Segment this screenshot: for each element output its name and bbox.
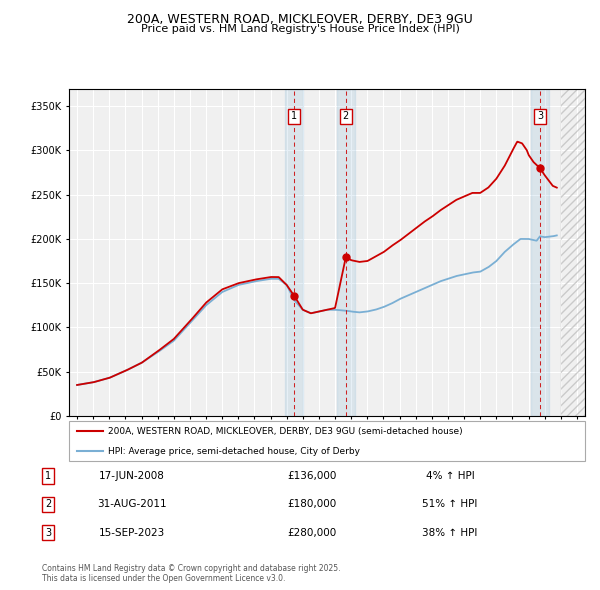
Text: 2: 2	[45, 500, 51, 509]
Bar	[285, 88, 303, 416]
Text: 15-SEP-2023: 15-SEP-2023	[99, 528, 165, 537]
Text: 31-AUG-2011: 31-AUG-2011	[97, 500, 167, 509]
Bar	[531, 88, 549, 416]
Text: 1: 1	[45, 471, 51, 481]
Text: 4% ↑ HPI: 4% ↑ HPI	[425, 471, 475, 481]
Text: 38% ↑ HPI: 38% ↑ HPI	[422, 528, 478, 537]
FancyBboxPatch shape	[69, 421, 585, 461]
Text: £180,000: £180,000	[287, 500, 337, 509]
Text: 200A, WESTERN ROAD, MICKLEOVER, DERBY, DE3 9GU: 200A, WESTERN ROAD, MICKLEOVER, DERBY, D…	[127, 13, 473, 26]
Text: 200A, WESTERN ROAD, MICKLEOVER, DERBY, DE3 9GU (semi-detached house): 200A, WESTERN ROAD, MICKLEOVER, DERBY, D…	[108, 427, 463, 436]
Text: 3: 3	[537, 112, 543, 122]
Text: Price paid vs. HM Land Registry's House Price Index (HPI): Price paid vs. HM Land Registry's House …	[140, 24, 460, 34]
Text: 3: 3	[45, 528, 51, 537]
Text: £280,000: £280,000	[287, 528, 337, 537]
Bar	[337, 88, 355, 416]
Text: Contains HM Land Registry data © Crown copyright and database right 2025.
This d: Contains HM Land Registry data © Crown c…	[42, 563, 341, 583]
Text: £136,000: £136,000	[287, 471, 337, 481]
Text: 51% ↑ HPI: 51% ↑ HPI	[422, 500, 478, 509]
Text: HPI: Average price, semi-detached house, City of Derby: HPI: Average price, semi-detached house,…	[108, 447, 360, 456]
Text: 2: 2	[343, 112, 349, 122]
Text: 1: 1	[291, 112, 297, 122]
Text: 17-JUN-2008: 17-JUN-2008	[99, 471, 165, 481]
